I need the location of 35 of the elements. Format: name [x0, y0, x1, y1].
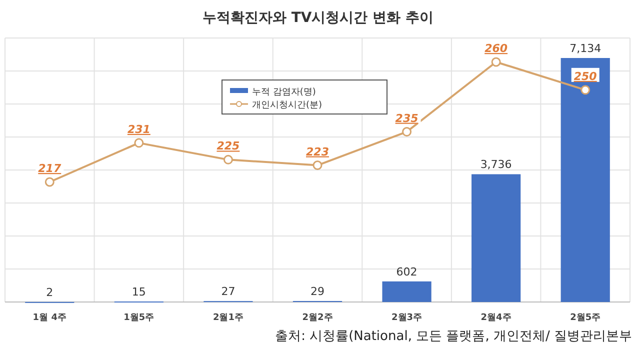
x-tick-label: 1월 4주: [32, 313, 66, 323]
bar: [382, 281, 432, 302]
x-tick-label: 2월2주: [302, 313, 333, 323]
x-tick-label: 1월5주: [124, 313, 154, 323]
data-label: 250: [574, 70, 598, 83]
data-label: 602: [396, 265, 418, 278]
chart-title: 누적확진자와 TV시청시간 변화 추이: [202, 10, 434, 26]
data-label: 217: [38, 162, 62, 175]
data-label: 260: [484, 42, 508, 55]
data-label: 231: [127, 122, 150, 136]
point: [312, 160, 322, 170]
x-tick-label: 2월4주: [480, 313, 512, 323]
point: [44, 177, 54, 187]
legend-label: 개인시청시간(분): [252, 100, 322, 110]
data-label: 3,736: [480, 158, 512, 172]
point: [223, 154, 233, 164]
source-note: 출처: 시청률(National, 모든 플랫폼, 개인전체/ 질병관리본부: [275, 329, 632, 344]
data-label: 27: [221, 285, 236, 298]
x-tick-label: 2월3주: [392, 313, 422, 323]
x-tick-label: 2월1주: [212, 313, 244, 323]
data-label: 2: [46, 286, 54, 299]
data-label: 235: [395, 112, 419, 125]
bar: [560, 58, 610, 302]
x-tick-label: 2월5주: [570, 313, 601, 323]
data-label: 29: [310, 285, 324, 298]
legend-label: 누적 감염자(명): [252, 88, 316, 98]
point: [491, 57, 501, 67]
data-label: 15: [132, 285, 146, 298]
point: [402, 127, 412, 137]
data-label: 7,134: [570, 42, 602, 55]
point: [580, 85, 590, 95]
data-label: 223: [306, 145, 330, 158]
bar: [472, 174, 521, 302]
data-label: 225: [216, 140, 240, 153]
point: [134, 138, 144, 148]
